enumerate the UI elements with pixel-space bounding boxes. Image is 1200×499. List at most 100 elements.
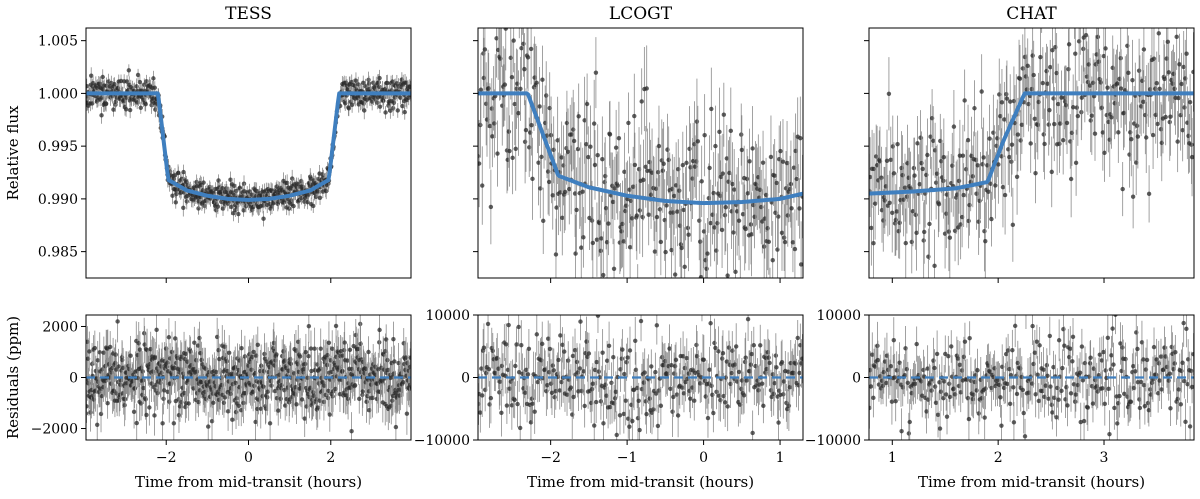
data-point bbox=[86, 83, 89, 89]
data-point bbox=[701, 357, 707, 362]
data-point bbox=[1038, 54, 1043, 60]
data-point bbox=[924, 172, 929, 178]
data-point bbox=[1008, 99, 1013, 104]
data-point bbox=[527, 145, 532, 150]
data-point bbox=[1079, 109, 1084, 115]
data-point bbox=[763, 192, 769, 198]
data-point bbox=[961, 192, 966, 198]
data-point bbox=[776, 214, 781, 219]
data-point bbox=[306, 354, 311, 359]
data-point bbox=[871, 241, 876, 246]
data-point bbox=[669, 247, 674, 253]
data-point bbox=[899, 165, 904, 171]
data-point bbox=[530, 176, 535, 182]
data-point bbox=[289, 176, 295, 181]
data-point bbox=[521, 41, 526, 47]
y-tick-label: 0.995 bbox=[38, 139, 78, 155]
data-point bbox=[1030, 53, 1035, 58]
data-point bbox=[671, 193, 677, 199]
data-point bbox=[567, 186, 572, 192]
data-point bbox=[718, 193, 723, 199]
data-point bbox=[206, 424, 211, 429]
data-point bbox=[1171, 71, 1176, 77]
data-point bbox=[720, 356, 725, 361]
data-point bbox=[721, 112, 727, 117]
data-point bbox=[537, 104, 542, 109]
data-point bbox=[925, 152, 930, 158]
data-point bbox=[913, 212, 918, 218]
data-point bbox=[497, 379, 503, 384]
data-point bbox=[687, 146, 692, 151]
data-point bbox=[636, 301, 640, 305]
data-point bbox=[329, 346, 335, 351]
data-point bbox=[1041, 132, 1046, 137]
data-point bbox=[1063, 102, 1069, 108]
data-point bbox=[893, 398, 898, 404]
data-point bbox=[623, 208, 628, 214]
data-point bbox=[601, 272, 606, 278]
data-point bbox=[297, 354, 303, 359]
data-point bbox=[557, 388, 562, 393]
data-point bbox=[796, 383, 801, 388]
data-point bbox=[113, 352, 118, 357]
data-point bbox=[1167, 119, 1172, 125]
data-point bbox=[128, 353, 133, 358]
data-point bbox=[778, 148, 783, 154]
data-point bbox=[998, 113, 1003, 119]
data-point bbox=[791, 370, 796, 376]
data-point bbox=[161, 388, 167, 393]
data-point bbox=[781, 235, 787, 240]
data-point bbox=[144, 412, 149, 418]
data-point bbox=[519, 45, 524, 51]
data-point bbox=[744, 378, 749, 383]
data-point bbox=[481, 75, 487, 81]
data-point bbox=[759, 204, 764, 210]
data-point bbox=[930, 138, 936, 143]
data-point bbox=[646, 212, 651, 217]
data-point bbox=[761, 244, 767, 249]
data-point bbox=[176, 413, 182, 418]
data-point bbox=[239, 346, 244, 351]
data-point bbox=[383, 348, 388, 354]
data-point bbox=[242, 354, 248, 359]
data-point bbox=[543, 93, 549, 98]
data-point bbox=[941, 154, 947, 160]
data-point bbox=[656, 143, 662, 149]
data-point bbox=[1035, 122, 1040, 128]
plot-area bbox=[478, 28, 803, 305]
data-point bbox=[318, 346, 323, 351]
data-point bbox=[574, 359, 580, 365]
transit-model-line bbox=[478, 91, 803, 206]
data-point bbox=[871, 166, 877, 172]
data-point bbox=[894, 368, 899, 373]
data-point bbox=[603, 173, 608, 179]
data-point bbox=[800, 356, 803, 361]
data-point bbox=[789, 206, 794, 211]
data-point bbox=[1079, 95, 1084, 100]
data-point bbox=[523, 127, 529, 133]
data-point bbox=[289, 198, 294, 203]
data-point bbox=[668, 386, 673, 391]
data-point bbox=[639, 99, 644, 104]
data-point bbox=[376, 80, 381, 85]
data-point bbox=[679, 245, 684, 251]
data-point bbox=[1002, 192, 1008, 198]
data-point bbox=[891, 171, 897, 176]
data-point bbox=[1141, 99, 1146, 105]
data-point bbox=[1118, 86, 1124, 91]
data-point bbox=[624, 360, 629, 365]
data-point bbox=[249, 367, 254, 372]
data-point bbox=[741, 393, 747, 398]
data-point bbox=[750, 146, 755, 151]
data-point bbox=[326, 388, 331, 393]
data-point bbox=[884, 380, 889, 386]
data-point bbox=[1045, 81, 1050, 86]
data-point bbox=[231, 210, 236, 216]
data-point bbox=[278, 396, 283, 401]
data-point bbox=[249, 192, 255, 197]
data-point bbox=[965, 137, 971, 143]
panel-3: −2 0 2 −2000 0 2000 Time from mid-transit (hou… bbox=[4, 314, 412, 491]
data-point bbox=[684, 355, 690, 361]
y-tick-label: 0 bbox=[69, 371, 78, 387]
data-point bbox=[873, 154, 879, 159]
